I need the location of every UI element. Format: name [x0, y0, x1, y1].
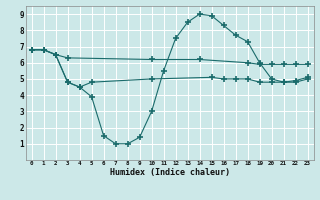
X-axis label: Humidex (Indice chaleur): Humidex (Indice chaleur)	[109, 168, 230, 177]
